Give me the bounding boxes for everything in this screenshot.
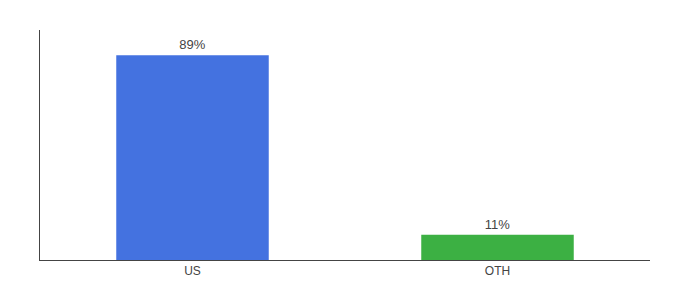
svg-text:US: US [184, 264, 201, 278]
svg-text:11%: 11% [485, 217, 510, 232]
svg-text:OTH: OTH [485, 264, 510, 278]
svg-text:89%: 89% [179, 37, 205, 52]
